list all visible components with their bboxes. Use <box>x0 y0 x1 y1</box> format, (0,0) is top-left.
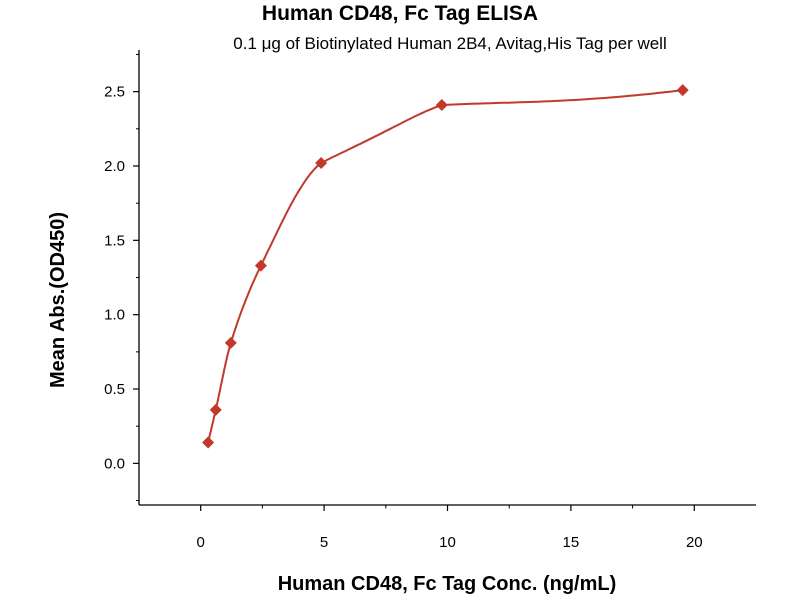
x-tick-label: 0 <box>197 534 205 551</box>
data-points-layer <box>202 84 689 449</box>
data-point <box>435 99 448 112</box>
y-tick-label: 1.0 <box>104 307 125 324</box>
fit-curve-layer <box>205 89 683 446</box>
data-point <box>209 403 222 416</box>
y-tick-label: 1.5 <box>104 232 125 249</box>
y-axis-title: Mean Abs.(OD450) <box>47 212 69 388</box>
tick-labels-layer: 0.0 0.5 1.0 1.5 2.0 2.5 0 5 10 15 20 <box>104 84 703 551</box>
y-tick-label: 2.0 <box>104 158 125 175</box>
y-tick-label: 0.5 <box>104 381 125 398</box>
axes <box>133 50 756 511</box>
y-tick-label: 2.5 <box>104 84 125 101</box>
x-tick-label: 15 <box>563 534 580 551</box>
y-tick-label: 0.0 <box>104 455 125 472</box>
data-point <box>224 336 237 349</box>
chart-title: Human CD48, Fc Tag ELISA <box>261 2 539 25</box>
data-point <box>254 259 267 272</box>
x-tick-label: 10 <box>439 534 456 551</box>
fit-curve <box>205 89 683 446</box>
data-point <box>315 157 328 170</box>
data-point <box>676 84 689 97</box>
x-tick-label: 5 <box>320 534 328 551</box>
x-axis-title: Human CD48, Fc Tag Conc. (ng/mL) <box>278 573 617 595</box>
x-tick-label: 20 <box>686 534 703 551</box>
chart-subtitle: 0.1 μg of Biotinylated Human 2B4, Avitag… <box>233 34 667 53</box>
data-point <box>202 436 215 449</box>
